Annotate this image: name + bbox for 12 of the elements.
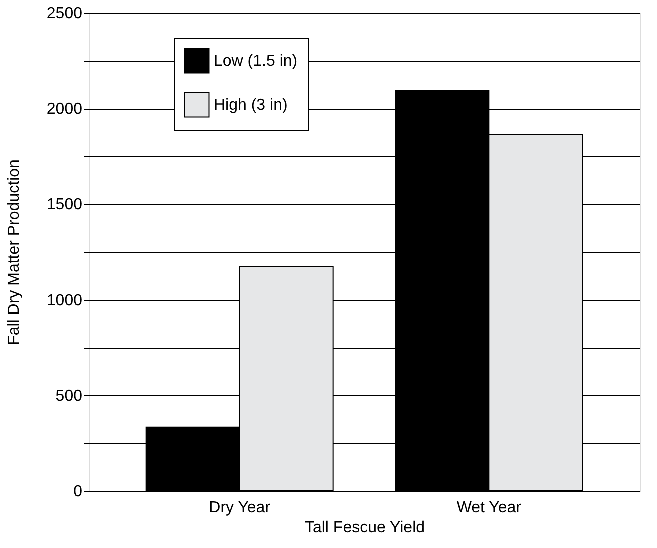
y-tick-label: 1500: [46, 196, 83, 214]
y-tick-label: 500: [56, 388, 83, 405]
y-tick-label: 2000: [46, 101, 83, 118]
y-tick-label: 2500: [46, 6, 83, 22]
legend-label: Low (1.5 in): [214, 53, 298, 70]
x-tick-label: Dry Year: [209, 500, 272, 516]
y-axis-title: Fall Dry Matter Production: [6, 160, 23, 346]
y-tick-label: 1000: [46, 292, 83, 310]
legend-label: High (3 in): [214, 97, 288, 114]
x-tick-label: Wet Year: [456, 500, 522, 516]
y-tick-label: 0: [74, 484, 83, 500]
x-axis-title: Tall Fescue Yield: [304, 520, 426, 536]
